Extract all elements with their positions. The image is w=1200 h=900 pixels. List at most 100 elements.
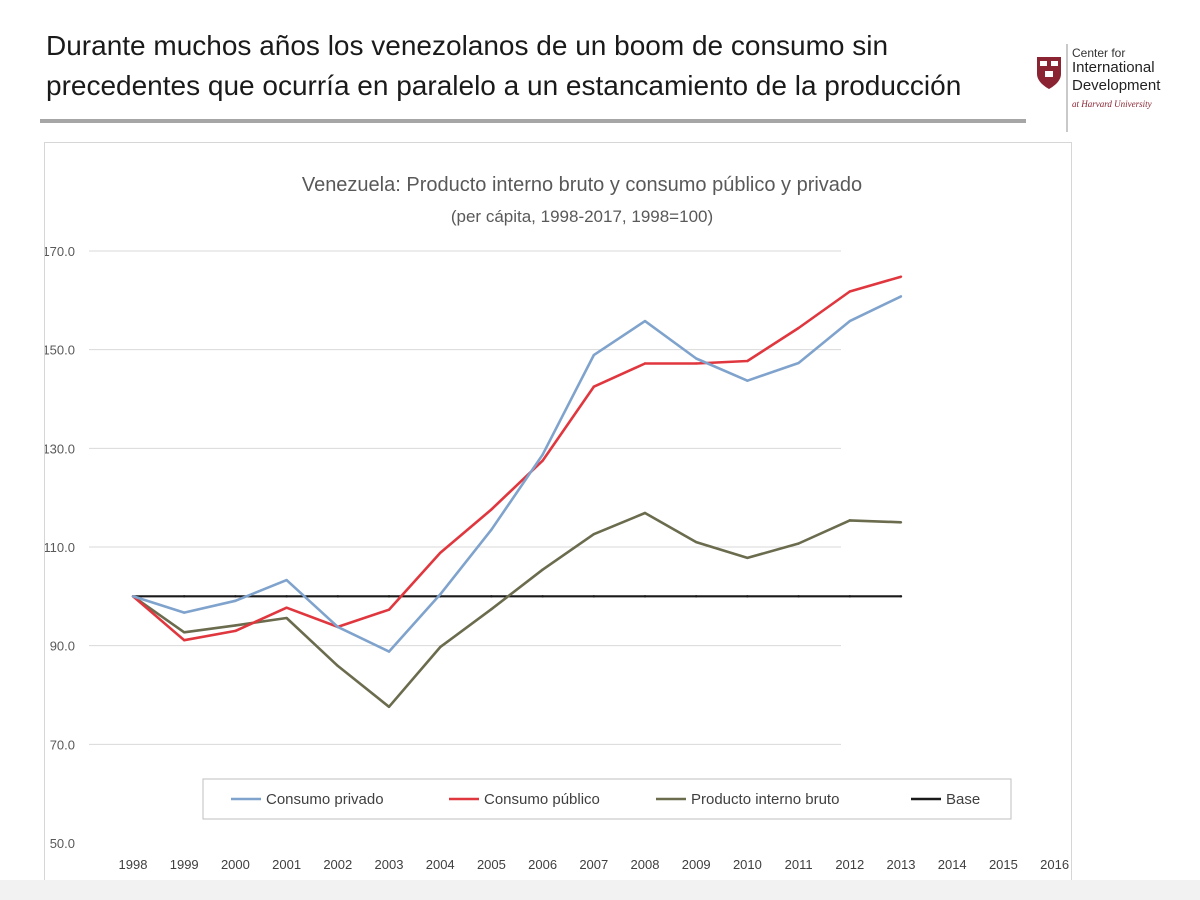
x-tick-label: 2003 [375,857,404,872]
data-point-base [234,595,237,598]
legend-label: Consumo privado [266,791,384,808]
x-tick-label: 1998 [119,857,148,872]
data-point-consumo-privado [695,357,698,360]
y-tick-label: 130.0 [45,441,75,456]
data-point-producto-interno-bruto [797,542,800,545]
x-tick-label: 2008 [631,857,660,872]
x-tick-label: 2005 [477,857,506,872]
data-point-base [592,595,595,598]
x-tick-label: 2016 [1040,857,1069,872]
data-point-consumo-publico [387,608,391,611]
data-point-base [746,595,749,598]
legend-item-producto-interno-bruto: Producto interno bruto [656,791,839,808]
data-point-base [643,595,647,598]
data-point-consumo-privado [131,595,135,598]
data-point-consumo-privado [899,295,903,298]
data-point-producto-interno-bruto [643,511,647,515]
data-point-consumo-privado [848,319,851,323]
data-point-base [387,595,391,598]
x-axis-ticks: 1998 1999 2000 2001 2002 2003 2004 2005 2006 2007… [119,857,1070,872]
x-tick-label: 2011 [785,857,813,872]
data-point-producto-interno-bruto [541,568,544,571]
x-tick-label: 2002 [323,857,352,872]
data-point-consumo-privado [285,578,288,582]
series-line-consumo-publico [132,275,902,642]
x-tick-label: 2015 [989,857,1018,872]
data-point-consumo-publico [899,275,903,278]
y-tick-label: 70.0 [50,737,75,752]
series-consumo-publico [131,275,903,642]
data-point-consumo-publico [234,629,237,633]
logo-text-line-1: Center for [1072,46,1126,60]
data-point-consumo-privado [336,625,339,629]
data-point-producto-interno-bruto [183,631,186,634]
data-point-consumo-publico [592,385,595,388]
data-point-consumo-publico [439,551,442,555]
data-point-base [695,595,698,598]
series-lines [131,275,903,709]
data-point-base [183,595,186,598]
data-point-consumo-privado [746,379,749,382]
data-point-producto-interno-bruto [234,624,237,627]
data-point-consumo-privado [797,361,800,365]
chart-subtitle: (per cápita, 1998-2017, 1998=100) [451,207,713,226]
data-point-producto-interno-bruto [695,540,698,544]
legend: Consumo privado Consumo público Producto i… [202,778,1012,820]
x-tick-label: 2007 [579,857,608,872]
data-point-producto-interno-bruto [285,616,288,620]
title-divider [40,119,1026,123]
data-point-producto-interno-bruto [899,521,903,524]
data-point-consumo-publico [695,362,698,365]
series-line-producto-interno-bruto [132,511,902,709]
line-chart: Venezuela: Producto interno bruto y cons… [45,174,1070,872]
data-point-consumo-publico [490,508,493,511]
data-point-consumo-privado [234,599,237,602]
data-point-consumo-publico [797,326,800,330]
y-tick-label: 50.0 [50,836,75,851]
gridlines [89,250,841,745]
data-point-consumo-privado [387,650,391,653]
legend-box [202,778,1012,820]
legend-label: Consumo público [484,791,600,808]
y-axis-ticks: 50.0 70.0 90.0 110.0 130.0 150.0 170.0 [45,244,75,851]
data-point-consumo-publico [285,606,288,609]
x-tick-label: 2010 [733,857,762,872]
x-tick-label: 2013 [887,857,916,872]
slide-title: Durante muchos años los venezolanos de u… [46,26,1006,106]
harvard-shield-icon [1037,57,1061,89]
y-tick-label: 90.0 [50,639,75,654]
series-consumo-privado [131,295,903,653]
y-tick-label: 170.0 [45,244,75,259]
data-point-consumo-privado [541,453,544,456]
data-point-consumo-privado [592,353,595,357]
data-point-consumo-publico [183,639,186,642]
data-point-producto-interno-bruto [336,664,339,668]
x-tick-label: 2009 [682,857,711,872]
x-tick-label: 1999 [170,857,199,872]
logo-divider [1066,44,1068,132]
data-point-base [899,595,903,598]
x-tick-label: 2006 [528,857,557,872]
data-point-base [848,595,851,598]
data-point-consumo-privado [183,611,186,614]
data-point-producto-interno-bruto [746,556,749,560]
logo-text-line-3: Development [1072,77,1161,94]
slide-title-line-1: Durante muchos años los venezolanos de u… [46,30,889,61]
x-tick-label: 2004 [426,857,455,872]
data-point-consumo-publico [746,359,749,363]
legend-item-consumo-privado: Consumo privado [231,791,384,808]
data-point-consumo-privado [490,528,493,531]
chart-title: Venezuela: Producto interno bruto y cons… [302,174,862,196]
legend-label: Base [946,791,980,808]
series-base [131,595,903,598]
legend-label: Producto interno bruto [691,791,839,808]
series-line-consumo-privado [132,295,902,653]
chart-frame: Venezuela: Producto interno bruto y cons… [44,142,1072,884]
data-point-producto-interno-bruto [490,607,493,611]
data-point-producto-interno-bruto [439,645,442,649]
x-tick-label: 2014 [938,857,967,872]
y-tick-label: 110.0 [45,540,75,555]
slide-title-line-2: precedentes que ocurría en paralelo a un… [46,70,962,101]
logo-text-line-4: at Harvard University [1072,99,1152,109]
